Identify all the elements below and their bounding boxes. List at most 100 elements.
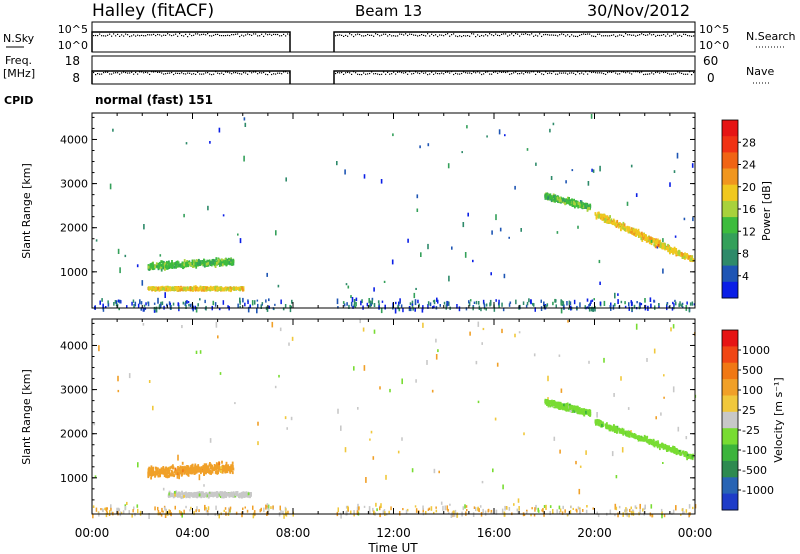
range-cell [541, 509, 543, 512]
nave-point [589, 71, 591, 73]
nave-point [665, 71, 667, 73]
range-cell [650, 504, 653, 509]
echo-cell [213, 287, 215, 291]
nsearch-point [401, 33, 403, 35]
echo-cell [657, 243, 660, 247]
echo-cell [212, 261, 215, 265]
nsearch-point [423, 34, 425, 36]
echo-cell [550, 199, 553, 203]
echo-cell [147, 475, 150, 479]
nave-point [95, 74, 97, 76]
range-cell [540, 306, 543, 311]
range-cell [355, 302, 357, 307]
colorbar-segment [722, 281, 738, 299]
range-cell [622, 512, 624, 515]
echo-cell [660, 244, 662, 248]
echo-cell [194, 287, 197, 290]
range-cell [98, 345, 100, 352]
range-cell [346, 302, 348, 306]
echo-cell [637, 231, 640, 235]
range-cell [464, 252, 467, 258]
nave-point [337, 72, 339, 74]
echo-cell [674, 248, 676, 252]
range-cell [427, 243, 429, 250]
nave-point [559, 72, 561, 74]
echo-cell [171, 262, 173, 266]
range-cell [537, 509, 540, 513]
range-cell [139, 510, 142, 516]
echo-cell [161, 260, 164, 264]
nsky-tick-bottom: 10^0 [58, 39, 88, 52]
range-cell [284, 304, 287, 308]
echo-cell [679, 449, 682, 453]
nave-point [355, 72, 357, 74]
range-cell [628, 302, 630, 307]
nave-point [423, 72, 425, 74]
nave-point [503, 71, 505, 73]
nsearch-point [555, 34, 557, 36]
nsearch-point [337, 34, 339, 36]
echo-cell [188, 468, 191, 472]
echo-cell [239, 288, 241, 292]
nsearch-tick-top: 10^5 [699, 23, 729, 36]
range-cell [586, 505, 588, 508]
range-cell [239, 297, 241, 303]
range-cell [101, 508, 104, 512]
nsearch-point [175, 33, 177, 35]
range-cell [285, 177, 287, 182]
nsearch-point [239, 35, 241, 38]
range-cell [388, 510, 390, 514]
range-cell [655, 416, 657, 420]
y-tick-label: 1000 [60, 472, 88, 485]
echo-cell [194, 285, 197, 289]
nsearch-point [359, 33, 361, 36]
range-cell [195, 509, 197, 513]
nsearch-point [395, 35, 397, 37]
range-cell [661, 513, 663, 519]
nsearch-point [479, 35, 481, 37]
range-cell [401, 378, 403, 385]
nave-point [367, 73, 369, 75]
echo-cell [166, 285, 169, 289]
echo-cell [229, 288, 232, 292]
echo-cell [650, 440, 653, 444]
nave-point [533, 71, 535, 73]
echo-cell [626, 225, 629, 229]
cpid-text: normal (fast) 151 [95, 93, 213, 107]
echo-cell [156, 472, 159, 476]
nave-point [343, 73, 345, 75]
echo-cell [203, 286, 205, 290]
range-cell [473, 301, 476, 304]
echo-cell [165, 264, 167, 268]
nsearch-point [475, 36, 477, 38]
echo-cell [585, 206, 588, 209]
echo-cell [176, 472, 179, 476]
echo-cell [678, 253, 681, 257]
echo-cell [220, 263, 223, 267]
nsearch-point [93, 35, 95, 37]
nsearch-point [275, 33, 277, 36]
nsearch-point [365, 35, 367, 37]
range-cell [218, 307, 221, 311]
range-cell [472, 512, 475, 517]
echo-cell [191, 262, 193, 266]
echo-cell [576, 203, 578, 207]
echo-cell [183, 259, 186, 263]
nave-point [633, 71, 635, 73]
echo-cell [184, 493, 187, 497]
echo-cell [186, 465, 188, 468]
y-tick-label: 1000 [60, 266, 88, 279]
range-cell [219, 372, 222, 375]
echo-cell [177, 493, 180, 497]
nsearch-point [257, 35, 259, 37]
nsearch-point [497, 34, 499, 36]
nave-point [685, 73, 687, 75]
echo-cell [232, 260, 234, 264]
range-cell [599, 301, 602, 306]
echo-cell [683, 452, 685, 455]
range-cell [589, 303, 591, 306]
echo-cell [623, 225, 626, 228]
nave-point [585, 71, 587, 73]
echo-cell [553, 195, 555, 198]
range-cell [178, 305, 180, 310]
